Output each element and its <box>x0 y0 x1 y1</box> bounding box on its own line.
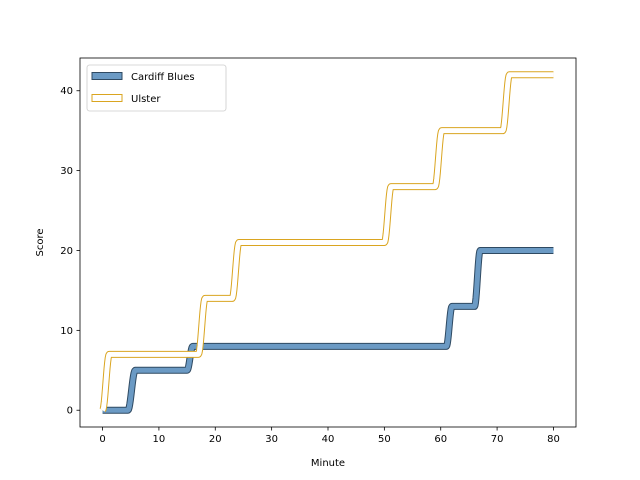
x-tick-label: 0 <box>99 434 105 445</box>
series-ulster <box>99 71 554 413</box>
series-layer <box>99 71 554 414</box>
legend-swatch <box>91 94 123 102</box>
legend-label: Ulster <box>131 94 161 105</box>
x-tick-label: 80 <box>547 434 560 445</box>
x-tick-label: 10 <box>153 434 166 445</box>
y-axis-label: Score <box>35 228 46 256</box>
x-tick-label: 40 <box>322 434 335 445</box>
y-tick-label: 10 <box>60 326 73 337</box>
series-line-fill <box>102 247 554 413</box>
y-tick-label: 40 <box>60 86 73 97</box>
x-tick-label: 60 <box>434 434 447 445</box>
y-tick-label: 0 <box>67 406 73 417</box>
legend-label: Cardiff Blues <box>131 72 195 83</box>
x-tick-label: 30 <box>265 434 278 445</box>
legend-item: Ulster <box>91 94 161 105</box>
legend: Cardiff Blues Ulster <box>86 64 227 112</box>
x-tick-label: 70 <box>491 434 504 445</box>
legend-item: Cardiff Blues <box>91 72 195 83</box>
series-cardiff-blues <box>102 246 554 414</box>
legend-swatch <box>91 72 123 80</box>
x-axis-label: Minute <box>311 458 345 469</box>
y-tick-label: 20 <box>60 246 73 257</box>
x-tick-label: 50 <box>378 434 391 445</box>
x-tick-label: 20 <box>209 434 222 445</box>
axes-layer: 0 10 20 30 40 50 60 70 80 0 10 20 30 40 <box>60 57 577 445</box>
series-line-fill <box>100 72 554 412</box>
y-tick-label: 30 <box>60 166 73 177</box>
